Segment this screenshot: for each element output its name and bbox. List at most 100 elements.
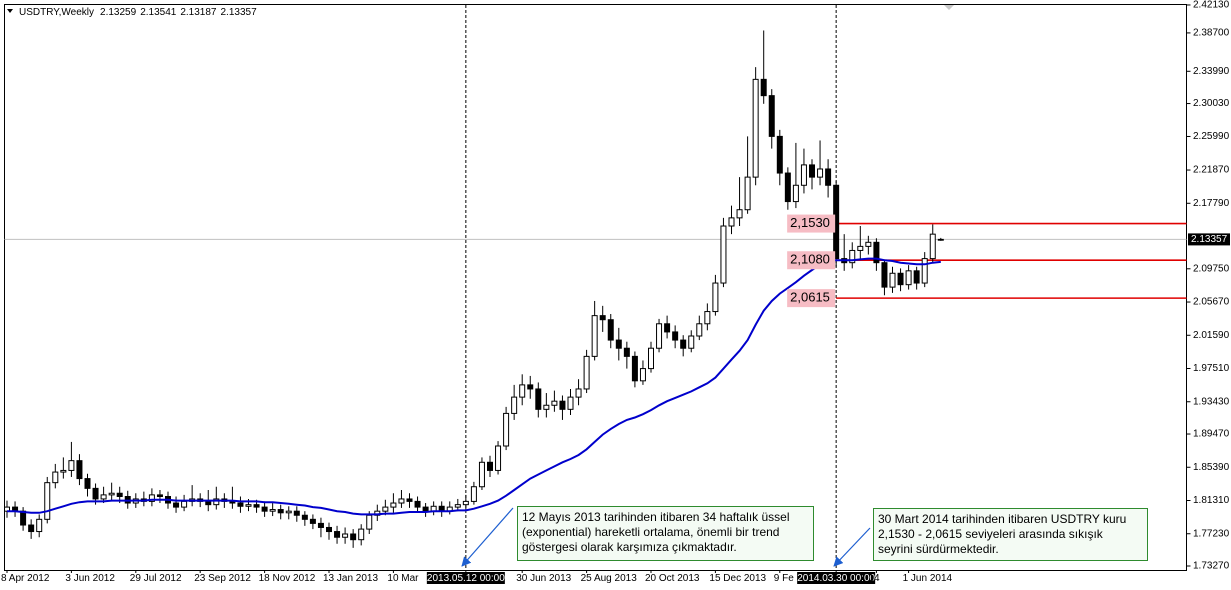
candle-body	[382, 506, 389, 512]
x-tick-label: 8 Apr 2012	[1, 573, 50, 584]
overlay-layer: 2,1530 2,1080 2,0615 12 Mayıs 2013 tarihind…	[517, 214, 1148, 561]
annotation-text: 30 Mart 2014 tarihinden itibaren USDTRY …	[878, 512, 1126, 526]
candle-body	[792, 184, 799, 203]
candle-body	[350, 533, 357, 541]
candle-body	[245, 504, 252, 507]
candle-body	[342, 533, 349, 538]
candle-body	[607, 319, 614, 341]
candle-body	[776, 135, 783, 174]
x-tick-label: 20 Oct 2013	[645, 573, 700, 584]
candle-body	[648, 347, 654, 370]
candle-body	[591, 315, 598, 357]
x-tick-label: 3 Jun 2012	[65, 573, 115, 584]
candle-body	[317, 522, 324, 528]
y-tick-label: 1.97510	[1193, 363, 1230, 374]
symbol: USDTRY,Weekly	[19, 7, 94, 18]
x-tick-label: 15 Dec 2013	[709, 573, 766, 584]
candle-body	[575, 388, 582, 398]
candle-body	[156, 494, 163, 498]
x-tick-label: 1 Jun 2014	[903, 573, 953, 584]
candle-body	[825, 168, 832, 186]
candle-body	[366, 514, 373, 530]
candle-body	[511, 396, 518, 414]
candle-body	[696, 323, 703, 337]
candle-body	[68, 460, 75, 471]
y-tick-label: 1.77230	[1193, 528, 1230, 539]
candle-body	[623, 347, 630, 357]
candle-body	[44, 482, 51, 520]
candle-body	[478, 461, 485, 488]
candle-body	[784, 172, 791, 203]
x-label-highlight	[426, 572, 505, 584]
candle-body	[937, 238, 944, 241]
level-label: 2,1080	[790, 252, 830, 267]
candle-body	[205, 500, 212, 506]
ema-line	[7, 257, 941, 516]
candle-body	[543, 404, 550, 410]
candle-body	[873, 241, 880, 264]
x-tick-label: 10 Mar	[387, 573, 419, 584]
candle-body	[728, 217, 735, 227]
y-tick-label: 1.93430	[1193, 396, 1230, 407]
candle-body	[116, 492, 123, 498]
candle-body	[857, 245, 864, 251]
candle-body	[261, 506, 268, 512]
level-label-bg	[787, 289, 836, 308]
candle-body	[599, 315, 606, 321]
x-tick-label: 2013.05.12 00:00	[427, 573, 505, 584]
x-label-highlight	[797, 572, 876, 584]
annotation-arrow	[461, 507, 514, 567]
menu-triangle[interactable]	[7, 9, 13, 13]
candle-body	[817, 168, 824, 178]
y-tick-label: 2.09750	[1193, 263, 1230, 274]
level-label: 2,0615	[790, 290, 830, 305]
candle-body	[913, 270, 920, 284]
candle-body	[100, 494, 107, 500]
candle-body	[326, 526, 332, 533]
annotation-text: 2,1530 - 2,0615 seviyeleri arasında sıkı…	[878, 527, 1104, 541]
candle-body	[849, 249, 856, 264]
candle-body	[760, 78, 767, 97]
candle-body	[60, 469, 67, 473]
candle-body	[309, 518, 316, 524]
candle-body	[293, 510, 300, 516]
annotation-box	[517, 506, 814, 561]
title-close: 2.13357	[221, 7, 258, 18]
y-tick-label: 2.30030	[1193, 98, 1230, 109]
candle-body	[495, 445, 502, 471]
candle-body	[92, 487, 99, 500]
candle-body	[551, 400, 558, 406]
candle-body	[768, 95, 775, 137]
title-open: 2.13259	[100, 7, 137, 18]
y-tick-label: 2.01590	[1193, 330, 1230, 341]
candle-body	[567, 396, 574, 410]
candle-body	[929, 233, 936, 260]
candle-body	[84, 478, 91, 489]
candle-body	[406, 498, 413, 502]
y-tick-label: 2.38700	[1193, 28, 1230, 39]
y-tick-label: 2.05670	[1193, 297, 1230, 308]
candle-body	[583, 355, 590, 390]
title-low: 2.13187	[180, 7, 217, 18]
candle-body	[688, 335, 695, 349]
candle-body	[454, 504, 461, 508]
y-tick-label: 1.89470	[1193, 429, 1230, 440]
annotation-text: göstergesi olarak karşımıza çıkmaktadır.	[522, 540, 737, 554]
candle-body	[881, 262, 888, 288]
current-price-bg	[1188, 233, 1230, 246]
candle-body	[865, 241, 872, 247]
candle-body	[36, 518, 43, 533]
annotation-text: (exponential) hareketli ortalama, önemli…	[522, 525, 779, 539]
annotation-text: 12 Mayıs 2013 tarihinden itibaren 34 haf…	[522, 510, 790, 524]
annotation-box	[873, 508, 1148, 561]
candle-body	[470, 486, 477, 502]
x-tick-label: 2014.03.30 00:00	[797, 573, 875, 584]
level-label-bg	[787, 251, 836, 270]
y-tick-label: 2.21870	[1193, 165, 1230, 176]
candle-body	[535, 388, 542, 410]
candle-body	[181, 500, 188, 508]
candle-body	[897, 272, 904, 286]
candle-body	[390, 502, 397, 508]
chart-title: USDTRY,Weekly 2.13259 2.13541 2.13187 2.1335…	[19, 7, 257, 18]
